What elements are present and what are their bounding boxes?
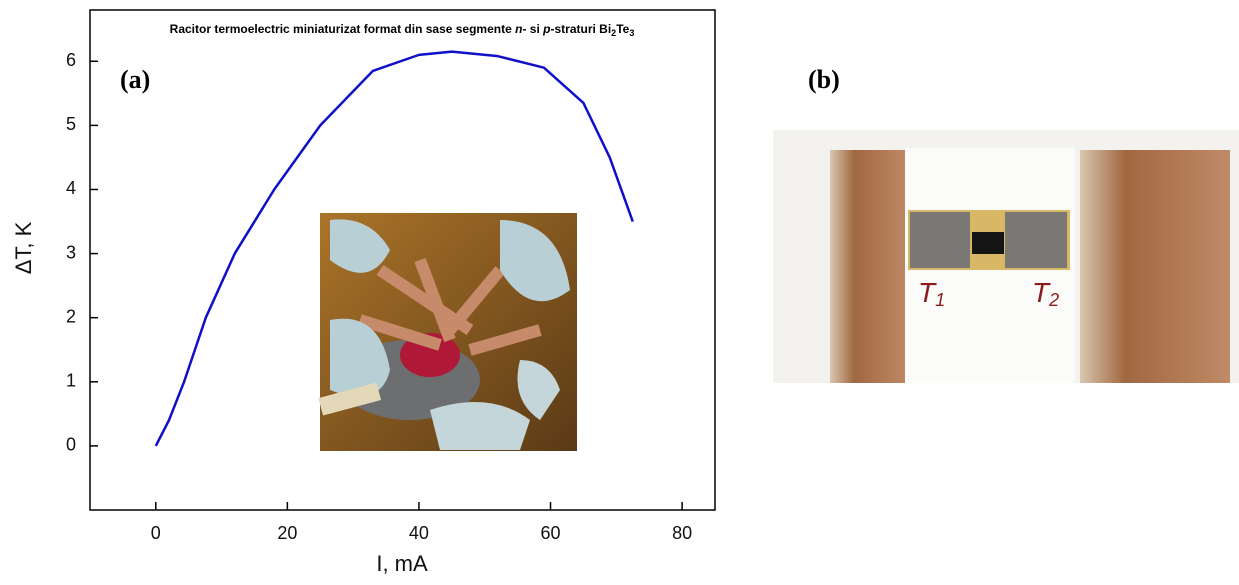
y-tick-label: 4 [66, 178, 76, 198]
y-tick-label: 1 [66, 371, 76, 391]
chart-title: Racitor termoelectric miniaturizat forma… [170, 22, 635, 38]
x-axis-label: I, mA [376, 551, 428, 576]
page: (b) T1 T2 Racitor termoelectric miniatur… [0, 0, 1239, 580]
title-part: Racitor termoelectric miniaturizat forma… [170, 22, 515, 36]
title-part: - si [522, 22, 543, 36]
y-tick-label: 5 [66, 114, 76, 134]
title-part: n [515, 22, 522, 36]
x-tick-label: 20 [277, 523, 297, 543]
y-tick-label: 3 [66, 242, 76, 262]
y-tick-label: 6 [66, 50, 76, 70]
title-part: p [542, 22, 550, 36]
title-part: -straturi Bi [550, 22, 611, 36]
y-axis-label: ΔT, K [11, 221, 36, 274]
x-tick-label: 0 [151, 523, 161, 543]
y-tick-label: 0 [66, 435, 76, 455]
title-part: Te [616, 22, 629, 36]
panel-label: (b) [808, 65, 840, 94]
x-tick-label: 80 [672, 523, 692, 543]
x-tick-label: 60 [541, 523, 561, 543]
figure: (b) T1 T2 Racitor termoelectric miniatur… [0, 0, 1239, 580]
panel-label: (a) [120, 65, 150, 94]
y-tick-label: 2 [66, 306, 76, 326]
photo-label-sub: 1 [935, 290, 945, 310]
title-part: 3 [629, 28, 634, 38]
inset-photo [318, 213, 577, 451]
x-tick-label: 40 [409, 523, 429, 543]
photo-label-sub: 2 [1048, 290, 1059, 310]
photo-b [773, 130, 1239, 383]
